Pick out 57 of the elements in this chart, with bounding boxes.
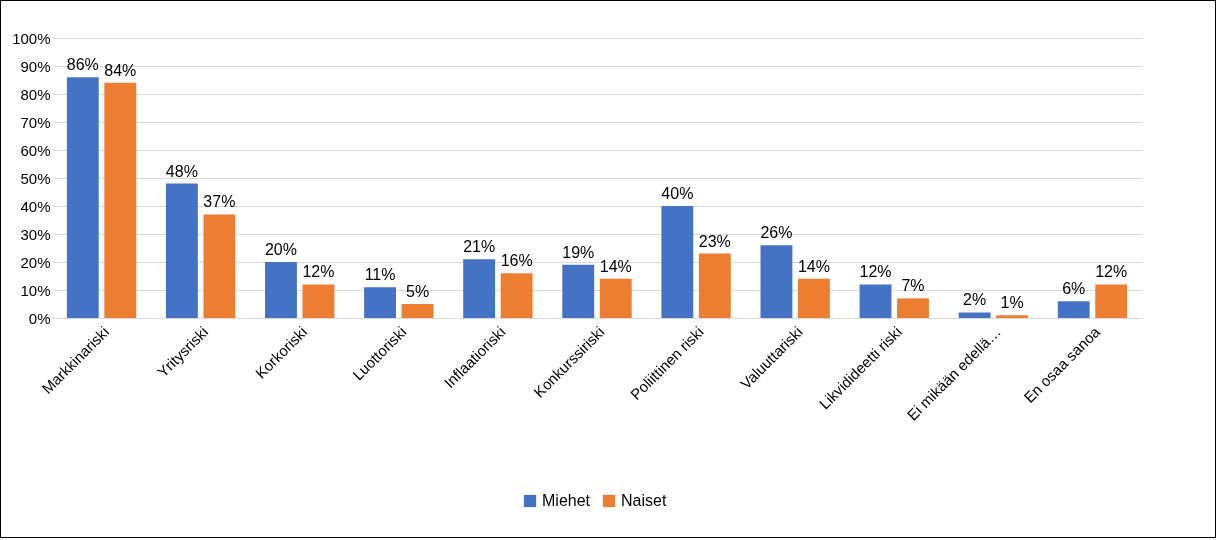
data-label: 19%: [562, 243, 595, 261]
bar: [797, 278, 830, 318]
data-label: 40%: [661, 185, 694, 202]
bar: [165, 183, 198, 318]
data-label: 11%: [364, 266, 396, 284]
bar: [661, 206, 694, 318]
bar: [760, 245, 793, 318]
y-tick-label: 0%: [28, 309, 51, 327]
data-label: 7%: [901, 277, 925, 295]
bar: [698, 253, 731, 318]
y-tick-label: 40%: [20, 197, 51, 215]
bar: [958, 312, 991, 318]
bar: [401, 304, 434, 318]
bar: [104, 82, 137, 318]
bar: [364, 287, 397, 318]
bar: [302, 284, 335, 318]
data-label: 21%: [463, 238, 496, 256]
legend-label: Miehet: [542, 492, 591, 509]
bar: [897, 298, 929, 318]
bar: [1095, 284, 1128, 318]
data-label: 20%: [264, 241, 297, 258]
bar: [203, 214, 236, 318]
data-label: 12%: [859, 263, 892, 281]
y-tick-label: 50%: [20, 169, 51, 187]
y-tick-label: 90%: [20, 57, 51, 75]
data-label: 48%: [165, 162, 198, 180]
bar: [1057, 301, 1090, 318]
data-label: 12%: [1095, 263, 1128, 281]
data-label: 2%: [963, 291, 987, 309]
bar: [562, 264, 595, 318]
data-label: 12%: [302, 263, 335, 281]
y-tick-label: 60%: [20, 141, 51, 159]
bar: [859, 284, 892, 318]
bar: [996, 315, 1029, 318]
bar: [500, 273, 533, 318]
data-label: 6%: [1062, 280, 1086, 298]
bar: [599, 278, 632, 318]
data-label: 14%: [599, 257, 632, 275]
data-label: 86%: [66, 56, 99, 74]
y-tick-label: 80%: [20, 85, 51, 103]
y-tick-label: 30%: [20, 225, 51, 243]
bar: [66, 77, 99, 318]
legend-label: Naiset: [621, 492, 667, 509]
data-label: 1%: [1000, 294, 1024, 312]
data-label: 26%: [760, 224, 793, 242]
data-label: 5%: [406, 283, 430, 300]
y-tick-label: 20%: [20, 253, 51, 271]
y-tick-label: 70%: [20, 113, 51, 131]
bar: [265, 262, 297, 318]
data-label: 23%: [698, 232, 731, 250]
data-label: 84%: [104, 61, 137, 79]
bar: [463, 259, 496, 318]
y-tick-label: 100%: [12, 29, 51, 47]
data-label: 16%: [500, 252, 533, 270]
data-label: 37%: [203, 193, 236, 211]
data-label: 14%: [797, 257, 830, 275]
y-tick-label: 10%: [20, 281, 51, 299]
